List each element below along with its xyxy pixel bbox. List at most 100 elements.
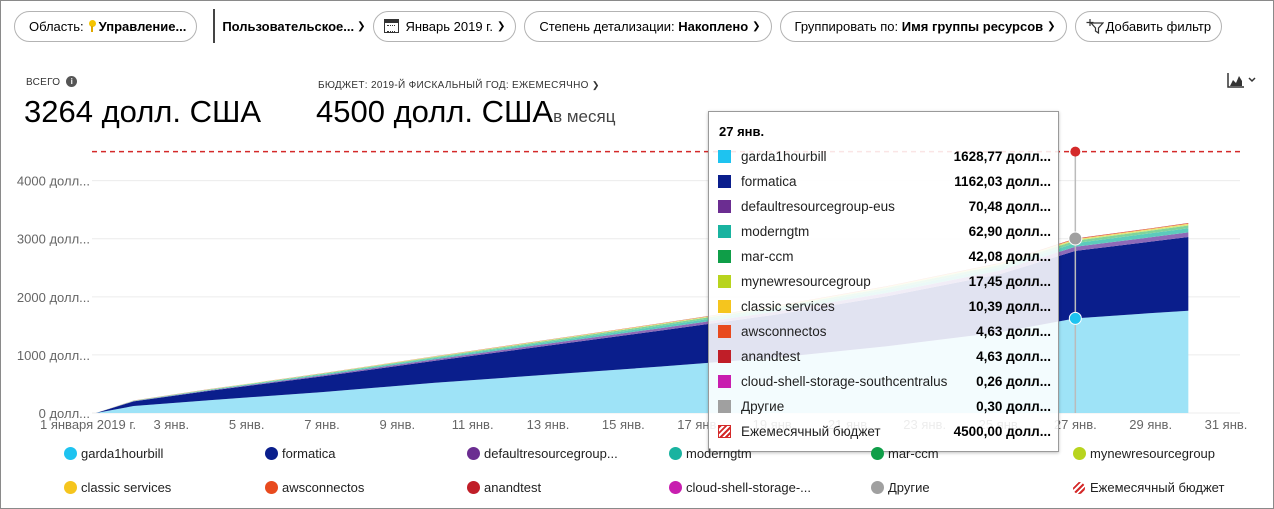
- legend-item[interactable]: Ежемесячный бюджет: [1073, 480, 1224, 495]
- key-icon: [88, 20, 96, 32]
- legend-item[interactable]: garda1hourbill: [64, 446, 163, 461]
- tooltip-series-name: mynewresourcegroup: [741, 273, 871, 289]
- hover-marker-total: [1068, 231, 1083, 246]
- info-icon[interactable]: i: [66, 76, 78, 87]
- tooltip-series-name: garda1hourbill: [741, 148, 827, 164]
- legend-item[interactable]: cloud-shell-storage-...: [669, 480, 811, 495]
- group-by-picker[interactable]: Группировать по: Имя группы ресурсов ❯: [779, 10, 1067, 42]
- tooltip-row: mar-ccm 42,08 долл...: [718, 246, 1051, 266]
- budget-label: БЮДЖЕТ: 2019-Й ФИСКАЛЬНЫЙ ГОД: ЕЖЕМЕСЯЧН…: [318, 80, 589, 91]
- x-tick-label: 13 янв.: [527, 417, 570, 432]
- legend-label: anandtest: [484, 480, 542, 495]
- tooltip-row: garda1hourbill 1628,77 долл...: [718, 146, 1051, 166]
- tooltip-row: Другие 0,30 долл...: [718, 396, 1051, 416]
- total-value: 3264 долл. США: [24, 94, 262, 129]
- legend-swatch: [64, 481, 77, 494]
- granularity-picker[interactable]: Степень детализации: Накоплено ❯: [524, 10, 772, 42]
- legend-swatch: [871, 447, 884, 460]
- tooltip-series-value: 4,63 долл...: [976, 323, 1051, 339]
- tooltip-row: defaultresourcegroup-eus 70,48 долл...: [718, 196, 1051, 216]
- x-tick-label: 15 янв.: [602, 417, 645, 432]
- y-tick-label: 1000 долл...: [17, 348, 90, 363]
- legend-swatch: [1073, 481, 1085, 494]
- legend-label: moderngtm: [686, 446, 752, 461]
- tooltip-series-name: cloud-shell-storage-southcentralus: [741, 373, 948, 389]
- chart-tooltip: 27 янв. garda1hourbill 1628,77 долл... for…: [708, 111, 1059, 452]
- budget-value: 4500 долл. США: [316, 94, 554, 129]
- tooltip-row: formatica 1162,03 долл...: [718, 171, 1051, 191]
- tooltip-series-value: 17,45 долл...: [968, 273, 1051, 289]
- legend-item[interactable]: formatica: [265, 446, 335, 461]
- tooltip-series-value: 62,90 долл...: [968, 223, 1051, 239]
- area-defaultresourcegroup-eus[interactable]: [96, 232, 1189, 413]
- legend-swatch: [669, 447, 682, 460]
- budget-suffix: в месяц: [553, 107, 616, 126]
- legend-label: Другие: [888, 480, 930, 495]
- x-tick-label: 9 янв.: [380, 417, 416, 432]
- chevron-down-icon: ❯: [591, 80, 600, 90]
- date-picker[interactable]: Январь 2019 г. ❯: [373, 10, 517, 42]
- tooltip-series-value: 70,48 долл...: [968, 198, 1051, 214]
- legend-swatch: [265, 481, 278, 494]
- legend-label: awsconnectos: [282, 480, 365, 495]
- legend-item[interactable]: Другие: [871, 480, 930, 495]
- tooltip-series-name: mar-ccm: [741, 248, 794, 264]
- x-tick-label: 5 янв.: [229, 417, 265, 432]
- tooltip-series-name: formatica: [741, 173, 797, 189]
- tooltip-series-value: 0,26 долл...: [976, 373, 1051, 389]
- y-tick-label: 3000 долл...: [17, 232, 90, 247]
- toolbar-separator: [213, 9, 216, 43]
- add-filter-button[interactable]: Добавить фильтр: [1074, 10, 1223, 42]
- filter-toolbar: Область: Управление... Пользовательское.…: [14, 9, 1230, 43]
- view-picker[interactable]: Пользовательское... ❯: [222, 19, 365, 34]
- tooltip-series-value: 1162,03 долл...: [954, 173, 1051, 189]
- hover-marker-budget: [1070, 146, 1081, 157]
- granularity-label: Степень детализации:: [539, 18, 675, 34]
- x-tick-label: 7 янв.: [304, 417, 340, 432]
- tooltip-row: anandtest 4,63 долл...: [718, 346, 1051, 366]
- tooltip-swatch: [718, 249, 731, 263]
- legend-item[interactable]: classic services: [64, 480, 171, 495]
- legend-item[interactable]: anandtest: [467, 480, 541, 495]
- scope-picker[interactable]: Область: Управление...: [14, 10, 198, 42]
- x-tick-label: 11 янв.: [452, 417, 494, 432]
- group-by-value: Имя группы ресурсов: [901, 18, 1044, 34]
- budget-value-row: 4500 долл. СШАв месяц: [316, 94, 615, 130]
- group-by-label: Группировать по:: [794, 18, 899, 34]
- tooltip-swatch: [718, 299, 731, 313]
- tooltip-series-value: 42,08 долл...: [968, 248, 1051, 264]
- add-filter-icon: [1086, 19, 1104, 34]
- legend-swatch: [265, 447, 278, 460]
- tooltip-series-name: awsconnectos: [741, 323, 827, 339]
- add-filter-label: Добавить фильтр: [1105, 18, 1212, 34]
- legend-item[interactable]: mar-ccm: [871, 446, 939, 461]
- tooltip-title: 27 янв.: [719, 124, 765, 139]
- legend-item[interactable]: defaultresourcegroup...: [467, 446, 618, 461]
- legend-item[interactable]: moderngtm: [669, 446, 752, 461]
- tooltip-series-value: 4500,00 долл...: [953, 423, 1051, 439]
- y-tick-label: 2000 долл...: [17, 290, 90, 305]
- legend-item[interactable]: mynewresourcegroup: [1073, 446, 1215, 461]
- calendar-icon: [384, 19, 400, 33]
- legend-swatch: [64, 447, 77, 460]
- chevron-down-icon: ❯: [1047, 20, 1056, 32]
- x-axis: 1 января 2019 г. 3 янв. 5 янв. 7 янв. 9 янв.…: [40, 417, 1247, 432]
- legend-item[interactable]: awsconnectos: [265, 480, 364, 495]
- scope-value: Управление...: [98, 18, 187, 34]
- legend-label: mynewresourcegroup: [1090, 446, 1216, 461]
- total-label: ВСЕГО i: [26, 76, 78, 88]
- tooltip-series-name: classic services: [741, 298, 835, 314]
- tooltip-swatch: [718, 374, 731, 388]
- hover-marker-garda1hourbill: [1068, 311, 1082, 325]
- scope-label: Область:: [29, 18, 84, 34]
- budget-picker[interactable]: БЮДЖЕТ: 2019-Й ФИСКАЛЬНЫЙ ГОД: ЕЖЕМЕСЯЧН…: [318, 80, 600, 91]
- hover-layer: [1068, 146, 1083, 413]
- chart-type-icon[interactable]: [1227, 72, 1257, 88]
- x-tick-label: 31 янв.: [1205, 417, 1248, 432]
- granularity-value: Накоплено: [678, 18, 749, 34]
- tooltip-series-value: 10,39 долл...: [968, 298, 1051, 314]
- tooltip-swatch: [718, 199, 731, 213]
- tooltip-swatch: [718, 149, 731, 163]
- tooltip-swatch: [718, 399, 731, 413]
